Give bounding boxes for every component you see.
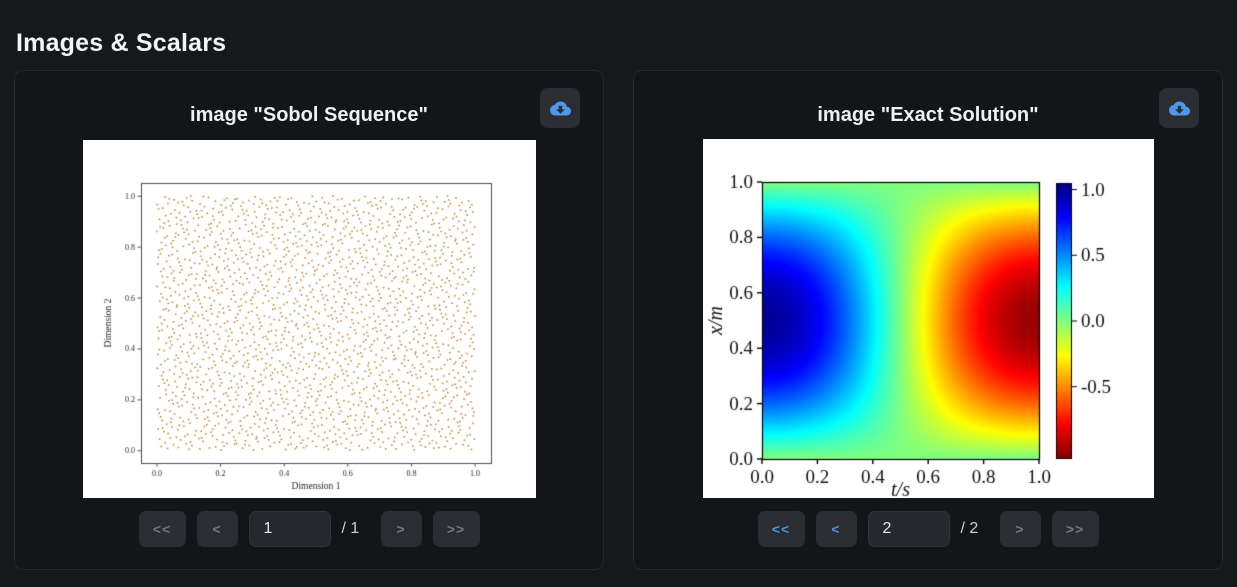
exact-solution-figure [703,139,1154,498]
page-total-label: / 2 [960,520,979,537]
sobol-scatter-plot [83,140,536,498]
exact-solution-heatmap [703,139,1154,498]
last-page-button[interactable]: >> [432,511,480,547]
first-page-button[interactable]: << [138,511,186,547]
download-button[interactable] [540,88,580,128]
last-page-button[interactable]: >> [1051,511,1099,547]
image-card-exact-solution: image "Exact Solution" << < / 2 > >> [633,70,1223,570]
page-number-input[interactable] [248,511,331,547]
prev-page-button[interactable]: < [815,511,857,547]
image-card-sobol-sequence: image "Sobol Sequence" << < / 1 > >> [14,70,604,570]
sobol-figure [83,140,536,498]
download-button[interactable] [1159,88,1199,128]
page-title: Images & Scalars [16,28,227,57]
card-title: image "Sobol Sequence" [190,104,428,126]
first-page-button[interactable]: << [757,511,805,547]
cloud-download-icon [549,98,571,119]
page-total-label: / 1 [341,520,360,537]
prev-page-button[interactable]: < [196,511,238,547]
pagination: << < / 2 > >> [634,511,1222,547]
next-page-button[interactable]: > [999,511,1041,547]
pagination: << < / 1 > >> [15,511,603,547]
cloud-download-icon [1168,98,1190,119]
next-page-button[interactable]: > [380,511,422,547]
page-number-input[interactable] [867,511,950,547]
card-title: image "Exact Solution" [817,104,1039,126]
